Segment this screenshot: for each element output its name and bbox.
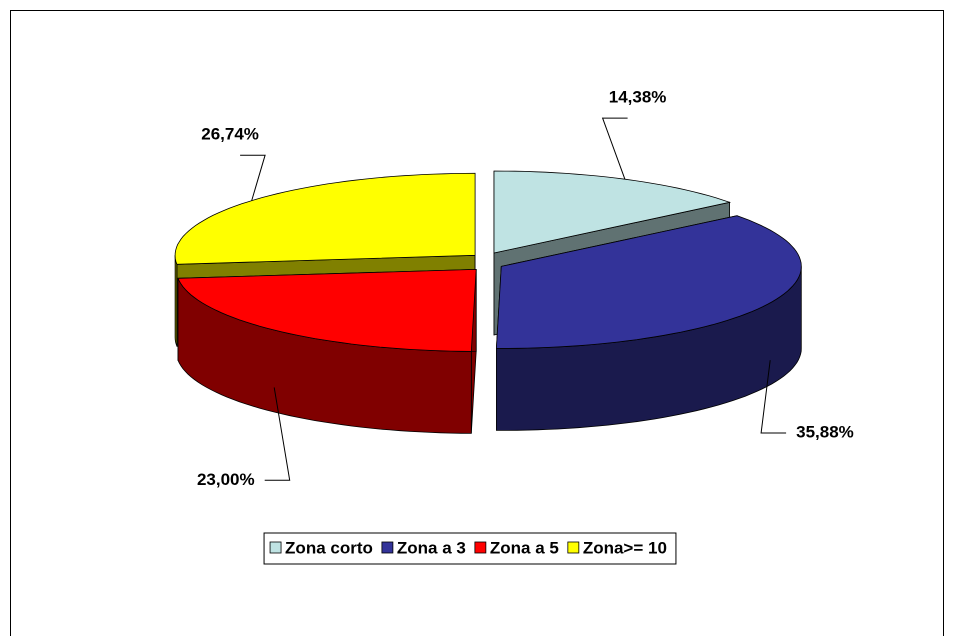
leader-line bbox=[264, 387, 291, 481]
data-label: 35,88% bbox=[796, 423, 854, 442]
data-label: 26,74% bbox=[201, 125, 259, 144]
legend-label: Zona a 5 bbox=[490, 538, 559, 557]
leader-line bbox=[760, 360, 787, 434]
leader-line bbox=[240, 154, 266, 201]
data-label: 14,38% bbox=[609, 88, 667, 107]
slice-top bbox=[174, 172, 476, 265]
legend-box bbox=[263, 532, 677, 565]
slice-top bbox=[177, 268, 477, 352]
legend-label: Zona>= 10 bbox=[583, 538, 667, 557]
legend-swatch bbox=[567, 541, 580, 554]
slice-top bbox=[495, 215, 802, 349]
legend-swatch bbox=[269, 541, 282, 554]
legend-swatch bbox=[381, 541, 394, 554]
pie-slice bbox=[495, 215, 802, 431]
pie-slice bbox=[177, 268, 477, 434]
legend-label: Zona corto bbox=[285, 538, 373, 557]
legend: Zona corto Zona a 3 Zona a 5 Zona>= 10 bbox=[263, 532, 677, 565]
leader-line bbox=[601, 117, 628, 180]
legend-swatch bbox=[474, 541, 487, 554]
data-label: 23,00% bbox=[197, 470, 255, 489]
legend-label: Zona a 3 bbox=[397, 538, 466, 557]
slice-outer-wall bbox=[174, 255, 178, 347]
